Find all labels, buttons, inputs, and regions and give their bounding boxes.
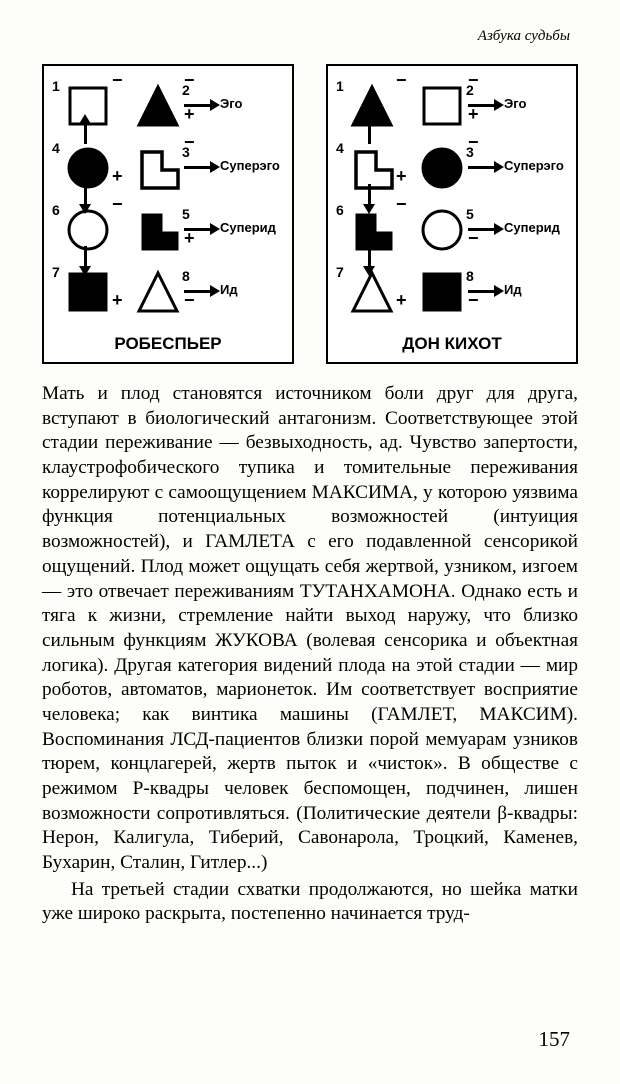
sign: −: [184, 70, 195, 91]
sign: −: [184, 132, 195, 153]
sign: −: [112, 194, 123, 215]
row-label: Суперэго: [220, 158, 280, 173]
arrow-icon: [84, 184, 87, 206]
row-number: 6: [52, 202, 60, 218]
arrow-icon: [84, 122, 87, 144]
shape-square: [420, 84, 464, 128]
page: Азбука судьбы 12−−+Эго43+−Суперэго65−+Су…: [0, 0, 620, 1084]
row-number: 1: [52, 78, 60, 94]
row-number: 5: [182, 206, 190, 222]
row-number: 7: [52, 264, 60, 280]
shape-circle: [420, 208, 464, 252]
sign: −: [396, 194, 407, 215]
diagram-left: 12−−+Эго43+−Суперэго65−+Суперид78+−ИдРОБ…: [42, 64, 294, 364]
arrow-icon: [184, 104, 212, 107]
shape-triangle: [136, 84, 180, 128]
diagram-row: 43+−Суперэго: [328, 138, 576, 198]
shape-circle: [66, 146, 110, 190]
sign: +: [112, 290, 123, 311]
shape-circle: [66, 208, 110, 252]
arrow-icon: [368, 184, 371, 206]
row-label: Суперэго: [504, 158, 564, 173]
row-number: 7: [336, 264, 344, 280]
sign: −: [184, 290, 195, 311]
arrow-icon: [368, 246, 371, 268]
sign: +: [468, 104, 479, 125]
arrow-icon: [468, 290, 496, 293]
arrow-icon: [368, 122, 371, 144]
shape-Lsolid: [136, 208, 180, 252]
sign: −: [468, 290, 479, 311]
row-number: 1: [336, 78, 344, 94]
row-label: Ид: [504, 282, 522, 297]
shape-square: [66, 270, 110, 314]
row-number: 4: [52, 140, 60, 156]
page-number: 157: [539, 1027, 571, 1052]
row-label: Эго: [504, 96, 526, 111]
row-label: Эго: [220, 96, 242, 111]
diagram-row: 12−−+Эго: [328, 76, 576, 136]
row-number: 6: [336, 202, 344, 218]
sign: +: [184, 228, 195, 249]
shape-square: [420, 270, 464, 314]
sign: −: [112, 70, 123, 91]
diagrams-container: 12−−+Эго43+−Суперэго65−+Суперид78+−ИдРОБ…: [42, 64, 578, 364]
diagram-right: 12−−+Эго43+−Суперэго65−−Суперид78+−ИдДОН…: [326, 64, 578, 364]
sign: −: [468, 132, 479, 153]
row-label: Суперид: [220, 220, 276, 235]
shape-triangle: [350, 270, 394, 314]
sign: +: [184, 104, 195, 125]
diagram-row: 12−−+Эго: [44, 76, 292, 136]
arrow-icon: [184, 166, 212, 169]
row-number: 8: [466, 268, 474, 284]
sign: +: [396, 166, 407, 187]
shape-triangle: [136, 270, 180, 314]
sign: +: [396, 290, 407, 311]
arrow-icon: [184, 228, 212, 231]
arrow-icon: [184, 290, 212, 293]
body-paragraph-1: Мать и плод становятся источником боли д…: [42, 382, 578, 876]
row-number: 4: [336, 140, 344, 156]
row-number: 5: [466, 206, 474, 222]
running-header: Азбука судьбы: [478, 28, 570, 45]
diagram-row: 43+−Суперэго: [44, 138, 292, 198]
row-label: Ид: [220, 282, 238, 297]
sign: −: [468, 70, 479, 91]
shape-circle: [420, 146, 464, 190]
arrow-icon: [468, 166, 496, 169]
sign: −: [396, 70, 407, 91]
sign: −: [468, 228, 479, 249]
shape-Lshape: [136, 146, 180, 190]
row-number: 8: [182, 268, 190, 284]
arrow-icon: [468, 228, 496, 231]
shape-Lsolid: [350, 208, 394, 252]
diagram-title: РОБЕСПЬЕР: [44, 334, 292, 354]
shape-Lshape: [350, 146, 394, 190]
body-paragraph-2: На третьей стадии схватки продолжаются, …: [42, 878, 578, 927]
sign: +: [112, 166, 123, 187]
diagram-title: ДОН КИХОТ: [328, 334, 576, 354]
row-label: Суперид: [504, 220, 560, 235]
arrow-icon: [468, 104, 496, 107]
arrow-icon: [84, 246, 87, 268]
